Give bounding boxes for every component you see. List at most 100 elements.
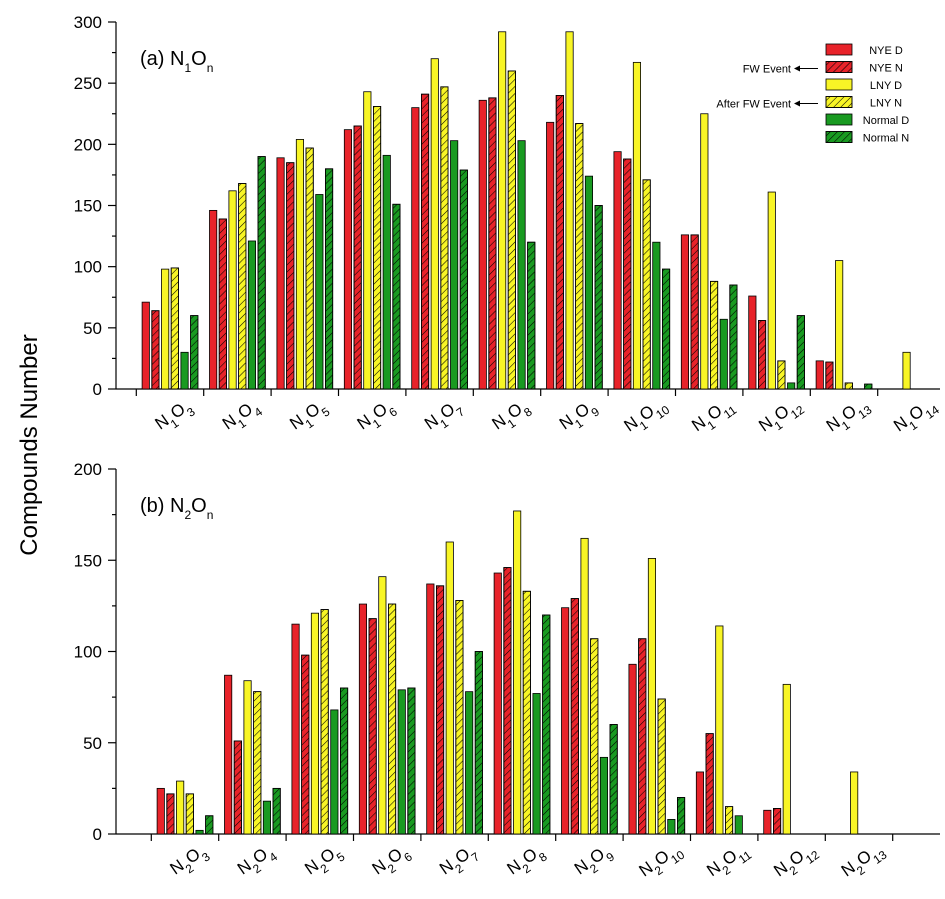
bar-n1o8-lny-d <box>498 31 507 390</box>
bar-hatch-overlay <box>339 687 349 835</box>
bar-hatch-overlay <box>796 315 805 390</box>
bar-n1o11-nye-d <box>680 234 689 390</box>
bar-hatch-overlay <box>185 793 194 835</box>
bar-hatch-overlay <box>238 183 247 390</box>
bar-n2o6-nye-d <box>358 603 367 835</box>
bar-hatch-overlay <box>353 125 362 390</box>
bar-n1o8-nye-d <box>478 99 487 390</box>
bar-hatch-overlay <box>387 603 397 835</box>
legend-annotation: FW Event <box>743 64 791 76</box>
bar-hatch-overlay <box>725 806 734 835</box>
bar-n1o3-normal-d <box>180 351 189 390</box>
bar-hatch-overlay <box>590 638 599 835</box>
x-tick-label: N2O8 <box>503 840 549 883</box>
bar-hatch-overlay <box>825 361 834 390</box>
legend-swatch <box>825 43 853 56</box>
bar-hatch-overlay <box>527 241 536 390</box>
bar-hatch-overlay <box>440 86 449 390</box>
bar-hatch-overlay <box>773 808 782 835</box>
x-tick-label: N2O3 <box>166 840 212 883</box>
panel-title: (a) N1On <box>140 48 213 75</box>
bar-n2o4-normal-d <box>262 800 271 835</box>
bar-n2o12-lny-d <box>782 683 791 835</box>
y-tick-label: 200 <box>74 460 102 479</box>
bar-n1o12-normal-d <box>787 382 796 390</box>
bar-hatch-overlay <box>638 638 647 835</box>
bar-n1o9-normal-d <box>584 175 593 390</box>
y-tick-label: 200 <box>74 135 102 154</box>
bar-hatch-overlay <box>864 383 873 390</box>
bar-hatch-overlay <box>368 618 377 835</box>
x-tick-label: N1O13 <box>823 393 875 440</box>
legend-label: LNY N <box>870 98 902 110</box>
bar-hatch-overlay <box>272 787 281 835</box>
x-tick-label: N1O6 <box>354 395 400 438</box>
legend-swatch-hatch <box>825 61 853 73</box>
bar-hatch-overlay <box>710 280 719 390</box>
bar-n1o13-lny-d <box>835 260 844 390</box>
bar-hatch-overlay <box>507 70 516 390</box>
bar-hatch-overlay <box>609 724 618 835</box>
x-tick-label: N1O4 <box>219 395 265 438</box>
y-tick-label: 0 <box>93 380 102 399</box>
bar-hatch-overlay <box>690 234 699 390</box>
bar-hatch-overlay <box>233 740 242 835</box>
bar-n2o9-lny-d <box>580 537 589 835</box>
y-tick-label: 100 <box>74 258 102 277</box>
bar-hatch-overlay <box>286 162 295 390</box>
bar-n1o12-lny-d <box>767 191 776 390</box>
bar-n2o12-nye-d <box>763 809 772 835</box>
bar-n1o11-lny-d <box>700 113 709 390</box>
panel-a: 0 50 100 150 200 250 300 N1O3 N1O4 N1O5 N1O6 N1O7 N1… <box>74 13 942 440</box>
bar-n1o7-lny-d <box>430 58 439 390</box>
x-tick-label: N2O9 <box>571 840 617 883</box>
bar-n2o6-lny-d <box>378 576 387 835</box>
y-tick-label: 100 <box>74 643 102 662</box>
bar-hatch-overlay <box>166 793 175 835</box>
bar-n1o5-normal-d <box>315 194 324 390</box>
bar-hatch-overlay <box>320 609 329 835</box>
bar-n2o5-lny-d <box>310 612 319 835</box>
legend-swatch-hatch <box>825 96 853 108</box>
bar-n1o6-normal-d <box>382 154 391 390</box>
bar-hatch-overlay <box>301 654 310 835</box>
legend-label: Normal D <box>863 115 910 127</box>
bar-hatch-overlay <box>542 614 551 835</box>
legend-swatch <box>825 113 853 126</box>
x-tick-label: N2O5 <box>301 840 347 883</box>
panel-b: 0 50 100 150 200 N2O3 N2O4 N2O5 N2O6 N2O7 N2O8 N2O9… <box>74 460 940 885</box>
bar-n1o5-lny-d <box>295 139 304 390</box>
bar-n2o5-nye-d <box>291 623 300 835</box>
bar-hatch-overlay <box>170 267 179 390</box>
bar-hatch-overlay <box>570 598 579 835</box>
bar-n1o8-normal-d <box>517 140 526 390</box>
bar-hatch-overlay <box>392 203 401 390</box>
bar-hatch-overlay <box>459 169 468 390</box>
bar-n1o4-nye-d <box>209 209 218 390</box>
bar-n1o14-lny-d <box>902 351 911 390</box>
bar-n1o3-nye-d <box>141 301 150 390</box>
y-tick-label: 300 <box>74 13 102 32</box>
bar-n2o13-lny-d <box>850 771 859 835</box>
bar-hatch-overlay <box>305 147 314 390</box>
legend-label: NYE D <box>869 45 903 57</box>
bar-hatch-overlay <box>420 93 430 390</box>
bar-hatch-overlay <box>844 382 853 390</box>
bar-n1o9-lny-d <box>565 31 574 390</box>
x-tick-label: N2O11 <box>703 839 754 885</box>
bar-hatch-overlay <box>324 168 334 390</box>
bar-n2o6-normal-d <box>397 689 406 835</box>
bar-n1o4-lny-d <box>228 190 237 390</box>
bar-hatch-overlay <box>253 691 262 835</box>
x-tick-label: N1O11 <box>688 394 739 440</box>
bar-n1o3-lny-d <box>161 268 170 390</box>
bar-hatch-overlay <box>488 97 497 390</box>
x-tick-label: N1O7 <box>421 395 467 438</box>
x-tick-label: N1O5 <box>286 395 332 438</box>
bar-n1o9-nye-d <box>546 121 555 390</box>
bar-hatch-overlay <box>657 698 666 835</box>
bar-n2o11-lny-d <box>715 625 724 835</box>
bar-hatch-overlay <box>455 600 464 835</box>
